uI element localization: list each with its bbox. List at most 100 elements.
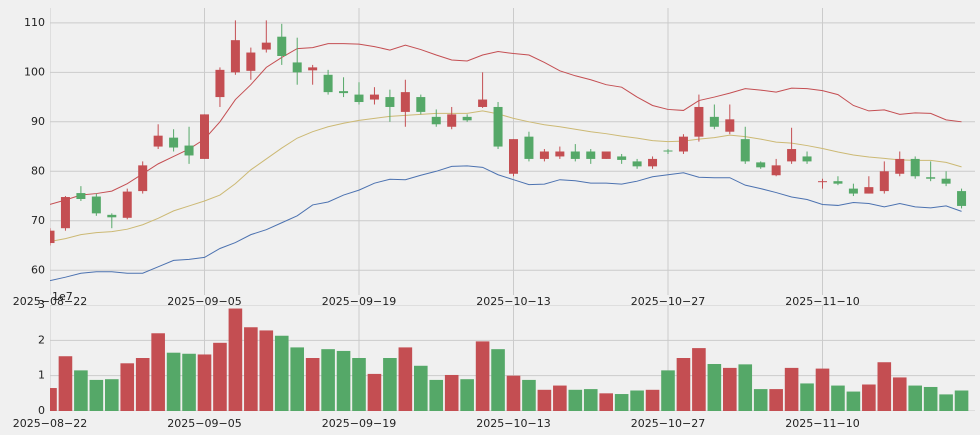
candle-body bbox=[369, 94, 379, 100]
volume-bar bbox=[244, 327, 258, 411]
volume-bar bbox=[815, 368, 830, 411]
volume-bar bbox=[645, 389, 660, 411]
candle-body bbox=[864, 187, 874, 194]
volume-bar bbox=[877, 362, 892, 411]
candle-body bbox=[787, 149, 797, 162]
volume-bar bbox=[367, 373, 382, 411]
candle-body bbox=[740, 139, 750, 162]
candle-body bbox=[277, 36, 287, 56]
candle-body bbox=[895, 158, 905, 174]
y-tick-label: 100 bbox=[24, 65, 45, 78]
candle-body bbox=[524, 136, 534, 159]
candle-body bbox=[493, 106, 503, 147]
volume-bar bbox=[444, 374, 459, 411]
volume-bar bbox=[707, 364, 722, 411]
volume-bar bbox=[259, 330, 274, 411]
volume-bar bbox=[228, 308, 243, 411]
candle-body bbox=[957, 191, 967, 206]
volume-bar bbox=[753, 389, 768, 411]
volume-bar bbox=[50, 388, 57, 411]
volume-bar bbox=[537, 389, 552, 411]
volume-bar bbox=[305, 358, 320, 411]
y-tick-label: 2 bbox=[38, 333, 45, 346]
candle-body bbox=[385, 97, 395, 107]
x-tick-label: 2025−10−27 bbox=[631, 417, 705, 430]
candle-body bbox=[200, 114, 209, 159]
volume-bar bbox=[599, 393, 613, 411]
volume-bar bbox=[491, 349, 505, 411]
candle-body bbox=[833, 181, 843, 184]
candle-body bbox=[354, 94, 364, 103]
volume-bar bbox=[336, 350, 351, 411]
x-tick-label: 2025−09−05 bbox=[167, 417, 241, 430]
candle-body bbox=[400, 92, 410, 112]
candle-body bbox=[818, 181, 827, 183]
candle-body bbox=[50, 230, 55, 244]
candle-body bbox=[447, 114, 457, 127]
y-tick-label: 70 bbox=[31, 214, 45, 227]
volume-bar bbox=[506, 375, 521, 411]
candle-body bbox=[292, 62, 302, 73]
candle-body bbox=[184, 145, 194, 156]
volume-bar bbox=[892, 377, 907, 411]
candle-body bbox=[601, 151, 611, 159]
y-tick-label: 1 bbox=[38, 369, 45, 382]
candle-body bbox=[617, 156, 627, 160]
volume-bar bbox=[862, 384, 876, 411]
volume-bar bbox=[105, 379, 119, 411]
volume-bar bbox=[954, 390, 969, 411]
candle-body bbox=[848, 188, 858, 194]
candle-body bbox=[138, 165, 148, 192]
candle-body bbox=[107, 214, 117, 218]
candle-body bbox=[261, 42, 271, 50]
volume-bar bbox=[831, 385, 845, 411]
candle-body bbox=[694, 106, 704, 137]
candle-body bbox=[926, 177, 936, 179]
candle-body bbox=[153, 135, 163, 147]
volume-bar bbox=[151, 333, 165, 411]
volume-bar bbox=[908, 385, 922, 411]
candle-body bbox=[678, 136, 688, 152]
candle-body bbox=[169, 137, 179, 148]
y-tick-label: 110 bbox=[24, 16, 45, 29]
x-tick-label: 2025−09−19 bbox=[322, 295, 396, 308]
candle-body bbox=[308, 67, 318, 71]
volume-bar bbox=[723, 367, 737, 411]
candle-body bbox=[663, 150, 673, 152]
x-tick-label: 2025−10−13 bbox=[476, 417, 550, 430]
band-line bbox=[50, 43, 962, 205]
volume-bar bbox=[692, 348, 706, 411]
volume-bar bbox=[135, 358, 150, 411]
x-tick-label: 2025−11−10 bbox=[785, 295, 859, 308]
volume-bar bbox=[661, 370, 675, 411]
volume-bar bbox=[352, 358, 366, 411]
candle-body bbox=[478, 99, 488, 107]
volume-bar bbox=[614, 394, 629, 411]
volume-bar bbox=[553, 385, 567, 411]
candle-body bbox=[910, 158, 920, 177]
y-tick-label: 3 bbox=[38, 298, 45, 311]
band-line bbox=[50, 165, 962, 282]
x-tick-label: 2025−09−05 bbox=[167, 295, 241, 308]
x-tick-label: 2025−08−22 bbox=[13, 417, 87, 430]
volume-bar bbox=[769, 389, 783, 411]
plot-area bbox=[50, 8, 975, 295]
candle-body bbox=[431, 116, 441, 125]
candle-body bbox=[555, 151, 565, 157]
offset-label: 1e7 bbox=[52, 290, 73, 303]
y-tick-label: 60 bbox=[31, 263, 45, 276]
candle-body bbox=[725, 119, 735, 132]
volume-bar bbox=[784, 367, 799, 411]
volume-bar bbox=[568, 389, 583, 411]
x-tick-label: 2025−10−13 bbox=[476, 295, 550, 308]
candle-body bbox=[246, 52, 256, 71]
y-tick-label: 0 bbox=[38, 404, 45, 417]
volume-bar bbox=[74, 370, 88, 411]
candle-body bbox=[76, 193, 86, 200]
volume-bar bbox=[460, 379, 474, 411]
candle-body bbox=[709, 116, 719, 127]
volume-bar bbox=[58, 356, 73, 411]
candle-body bbox=[230, 40, 240, 73]
candle-body bbox=[879, 171, 889, 192]
candle-body bbox=[339, 91, 349, 94]
